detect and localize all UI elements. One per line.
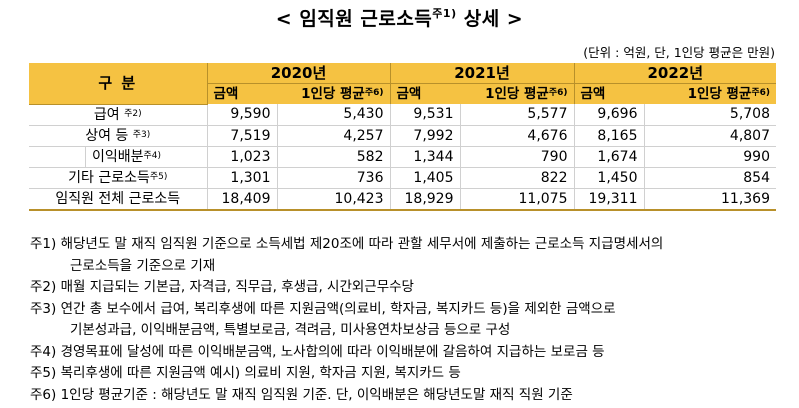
row-label-text: 기타 근로소득	[68, 169, 150, 186]
row-label-text: 이익배분	[92, 148, 144, 165]
row-note: 주5)	[149, 171, 168, 182]
table-row: 기타 근로소득주5) 1,301 736 1,405 822 1,450 854	[29, 167, 776, 189]
table-cell: 4,257	[276, 125, 390, 147]
table-cell: 4,807	[643, 125, 776, 147]
table-cell: 790	[459, 146, 574, 168]
table-cell: 11,369	[643, 188, 776, 211]
table-cell: 9,590	[206, 104, 277, 126]
year-2020: 2020년	[206, 63, 390, 84]
footnotes: 주1) 해당년도 말 재직 임직원 기준으로 소득세법 제20조에 따라 관할 …	[30, 234, 663, 406]
row-note: 주4)	[143, 150, 162, 161]
row-note: 주3)	[132, 129, 151, 140]
amount-header: 금액	[389, 83, 460, 104]
footnote-3: 주3) 연간 총 보수에서 급여, 복리후생에 따른 지원금액(의료비, 학자금…	[30, 300, 616, 317]
table-cell: 9,531	[389, 104, 460, 126]
table-cell: 736	[276, 167, 390, 189]
row-label: 급여 주2)	[29, 104, 207, 126]
amount-header: 금액	[573, 83, 644, 104]
table-cell: 1,301	[206, 167, 277, 189]
sub-header-row: 금액 1인당 평균주6) 금액 1인당 평균주6) 금액 1인당 평균주6)	[29, 83, 776, 104]
footnote-5: 주5) 복리후생에 따른 지원금액 예시) 의료비 지원, 학자금 지원, 복지…	[30, 365, 461, 381]
footnote-3-cont: 기본성과급, 이익배분금액, 특별보로금, 격려금, 미사용연차보상금 등으로 …	[70, 322, 511, 338]
table-row: 급여 주2) 9,590 5,430 9,531 5,577 9,696 5,7…	[29, 104, 776, 126]
table-cell: 1,450	[573, 167, 644, 189]
title-prefix: <	[275, 8, 300, 30]
category-header: 구 분	[29, 63, 207, 105]
table-cell: 18,409	[206, 188, 277, 211]
avg-header: 1인당 평균주6)	[644, 83, 776, 104]
row-label-text: 급여	[93, 106, 120, 123]
year-2021: 2021년	[389, 63, 574, 84]
sub-item-box: 이익배분주4)	[85, 146, 162, 167]
avg-header-note: 주6)	[548, 88, 568, 98]
table-row: 이익배분주4) 1,023 582 1,344 790 1,674 990	[29, 146, 776, 168]
footnote-1-cont: 근로소득을 기준으로 기재	[70, 257, 216, 274]
table-cell: 1,674	[573, 146, 644, 168]
avg-header: 1인당 평균주6)	[460, 83, 574, 104]
table-cell: 7,992	[389, 125, 460, 147]
row-label: 이익배분주4)	[29, 146, 207, 168]
row-label: 상여 등 주3)	[29, 125, 207, 147]
income-table: 구 분 2020년 2021년 2022년 금액 1인당 평균주6) 금액 1인…	[29, 63, 776, 211]
table-cell: 1,023	[206, 146, 277, 168]
footnote-6: 주6) 1인당 평균기준 : 해당년도 말 재직 임직원 기준. 단, 이익배분…	[30, 386, 573, 403]
table-cell: 582	[276, 146, 390, 168]
footnote-1: 주1) 해당년도 말 재직 임직원 기준으로 소득세법 제20조에 따라 관할 …	[30, 236, 664, 252]
avg-header-label: 1인당 평균	[687, 86, 752, 102]
title-note: 주1)	[432, 7, 457, 20]
table-cell: 19,311	[573, 188, 644, 211]
unit-label: (단위 : 억원, 단, 1인당 평균은 만원)	[583, 45, 775, 60]
table-row-total: 임직원 전체 근로소득 18,409 10,423 18,929 11,075 …	[29, 188, 776, 211]
table-cell: 990	[643, 146, 776, 168]
row-label-text: 임직원 전체 근로소득	[55, 190, 181, 207]
table-cell: 8,165	[573, 125, 644, 147]
avg-header-note: 주6)	[751, 88, 770, 98]
row-label: 임직원 전체 근로소득	[29, 188, 207, 211]
avg-header-label: 1인당 평균	[301, 86, 365, 102]
table-cell: 7,519	[206, 125, 277, 147]
row-label: 기타 근로소득주5)	[29, 167, 207, 189]
table-cell: 5,708	[643, 104, 776, 126]
avg-header: 1인당 평균주6)	[277, 83, 390, 104]
table-cell: 1,344	[389, 146, 460, 168]
table-cell: 11,075	[459, 188, 574, 211]
year-header-row: 구 분 2020년 2021년 2022년	[29, 63, 776, 105]
year-2022: 2022년	[573, 63, 776, 84]
table-cell: 5,577	[459, 104, 574, 126]
table-cell: 5,430	[276, 104, 390, 126]
table-cell: 10,423	[276, 188, 390, 211]
table-cell: 9,696	[573, 104, 644, 126]
amount-header: 금액	[206, 83, 277, 104]
row-label-text: 상여 등	[85, 127, 129, 144]
table-cell: 18,929	[389, 188, 460, 211]
table-cell: 1,405	[389, 167, 460, 189]
footnote-4: 주4) 경영목표에 달성에 따른 이익배분금액, 노사합의에 따라 이익배분에 …	[30, 343, 605, 360]
title-main: 임직원 근로소득	[299, 8, 433, 30]
table-cell: 854	[643, 167, 776, 189]
title-suffix: 상세 >	[456, 8, 524, 30]
table-row: 상여 등 주3) 7,519 4,257 7,992 4,676 8,165 4…	[29, 125, 776, 147]
table-cell: 822	[459, 167, 574, 189]
avg-header-label: 1인당 평균	[485, 86, 549, 102]
page-title: < 임직원 근로소득주1) 상세 >	[0, 4, 799, 31]
footnote-2: 주2) 매월 지급되는 기본급, 자격급, 직무급, 후생급, 시간외근무수당	[30, 279, 414, 295]
table-cell: 4,676	[459, 125, 574, 147]
row-note: 주2)	[124, 108, 142, 119]
avg-header-note: 주6)	[364, 88, 384, 98]
